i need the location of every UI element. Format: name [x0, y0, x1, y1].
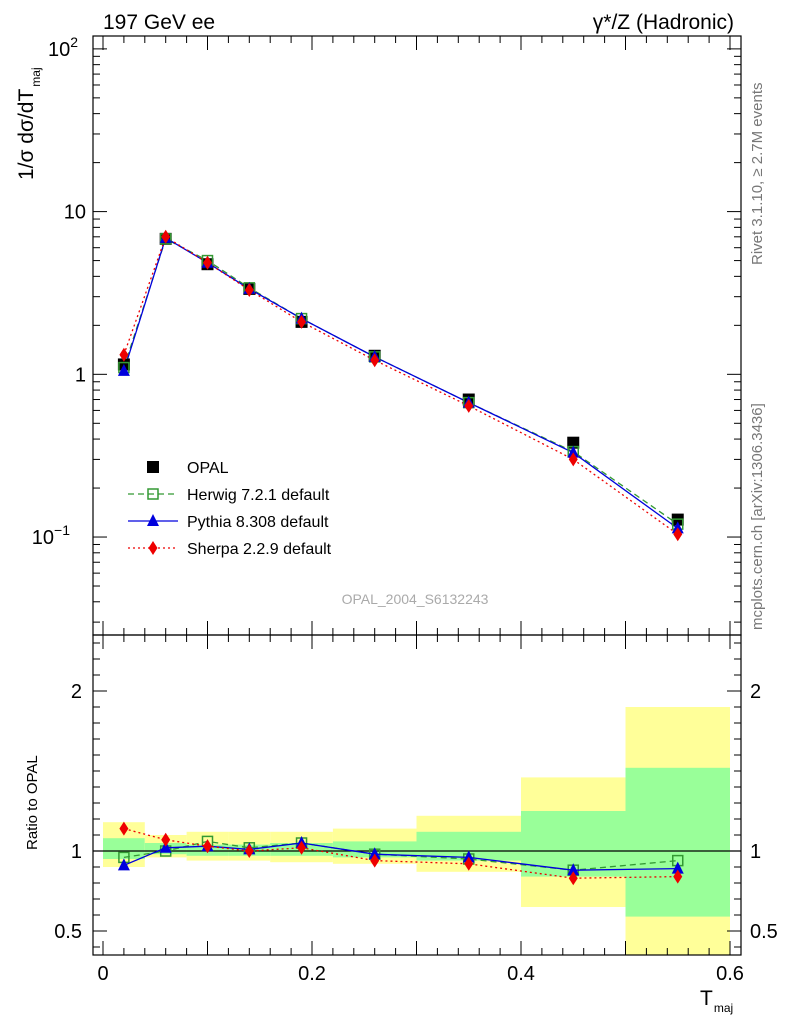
ratio-point-sherpa	[119, 821, 129, 836]
xlabel: Tmaj	[700, 987, 733, 1015]
legend-marker-herwig	[147, 488, 159, 500]
y-tick-label: 102	[48, 34, 78, 61]
y-tick-label-right: 1	[750, 841, 761, 863]
ratio-point-pythia	[368, 847, 381, 860]
series-line-pythia	[123, 236, 679, 529]
y-tick-label: 1	[75, 364, 86, 386]
y-tick-label-right: 0.5	[750, 921, 778, 943]
x-tick-label: 0	[97, 963, 108, 985]
legend-label-data: OPAL	[187, 460, 229, 477]
y-tick-label: 1	[71, 841, 82, 863]
y-tick-label-right: 2	[750, 681, 761, 703]
x-tick-label: 0.2	[298, 963, 326, 985]
ratio-point-pythia	[567, 863, 580, 876]
ratio-panel: 0 0.2 0.4 0.6 0.5 0.5 1 1 2 2	[54, 634, 778, 985]
ratio-point-pythia	[462, 850, 475, 863]
series-line-herwig	[123, 237, 679, 525]
x-tick-label: 0.4	[507, 963, 535, 985]
point-sherpa	[244, 282, 254, 297]
point-sherpa	[119, 347, 129, 362]
ratio-ylabel: Ratio to OPAL	[24, 755, 41, 850]
point-pythia	[117, 363, 130, 376]
y-tick-label: 10−1	[32, 522, 70, 549]
main-ylabel: 1/σ dσ/dTmaj	[15, 67, 43, 180]
ratio-point-sherpa	[203, 839, 212, 854]
rivet-label: Rivet 3.1.10, ≥ 2.7M events	[749, 83, 766, 266]
legend-label-sherpa: Sherpa 2.2.9 default	[187, 541, 332, 558]
ratio-point-sherpa	[568, 871, 578, 886]
legend: OPAL Herwig 7.2.1 default Pythia 8.308 def…	[128, 460, 332, 558]
legend-marker-data	[147, 461, 159, 473]
point-sherpa	[161, 229, 171, 244]
header-left: 197 GeV ee	[103, 11, 215, 34]
legend-label-pythia: Pythia 8.308 default	[187, 514, 329, 531]
point-sherpa	[673, 527, 683, 542]
ratio-point-sherpa	[673, 869, 683, 884]
point-data	[567, 436, 580, 449]
point-sherpa	[203, 255, 212, 270]
y-tick-label: 10	[64, 202, 86, 224]
ratio-point-sherpa	[161, 832, 171, 847]
x-tick-label: 0.6	[716, 963, 744, 985]
y-tick-label: 2	[71, 681, 82, 703]
ratio-point-sherpa	[244, 844, 254, 858]
band-inner	[103, 838, 145, 859]
ratio-point-sherpa	[464, 856, 474, 871]
point-sherpa	[370, 353, 380, 368]
ratio-point-sherpa	[370, 853, 380, 868]
point-sherpa	[464, 398, 474, 413]
header-right: γ*/Z (Hadronic)	[593, 11, 734, 34]
main-panel: 102 10 1 10−1	[32, 34, 742, 636]
legend-marker-pythia	[147, 514, 159, 526]
ratio-point-pythia	[671, 861, 684, 874]
point-pythia	[567, 445, 580, 458]
ratio-point-sherpa	[297, 840, 307, 855]
band-inner	[625, 767, 730, 917]
legend-marker-sherpa	[148, 541, 158, 555]
mcplots-label: mcplots.cern.ch [arXiv:1306.3436]	[749, 403, 766, 630]
legend-label-herwig: Herwig 7.2.1 default	[187, 487, 330, 504]
analysis-id: OPAL_2004_S6132243	[342, 591, 489, 607]
point-sherpa	[568, 452, 578, 467]
point-sherpa	[297, 314, 307, 329]
y-tick-label: 0.5	[54, 921, 82, 943]
ratio-point-pythia	[117, 858, 130, 871]
